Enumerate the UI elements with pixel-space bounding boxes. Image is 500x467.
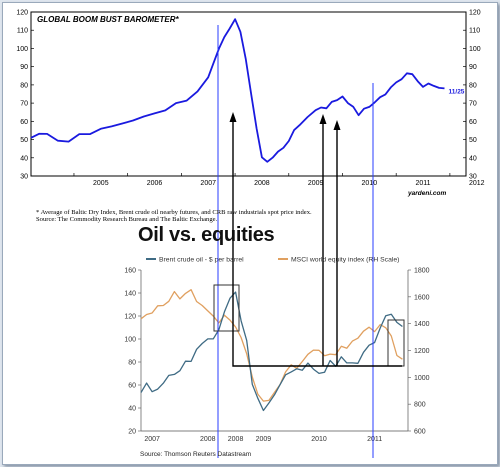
chart-1-ytick-label-right: 30 [469, 174, 477, 181]
chart-1-plot-area [30, 11, 467, 177]
chart-1-xtick-label: 2006 [147, 180, 163, 187]
chart-2-ytick-label: 20 [128, 429, 136, 436]
yardeni-credit: yardeni.com [408, 190, 447, 197]
arrowhead-2008 [229, 112, 237, 122]
chart-1-ytick-label: 50 [20, 137, 28, 144]
chart-2-xtick-label: 2011 [367, 436, 382, 443]
chart-2-y2tick-label: 800 [414, 402, 426, 409]
chart-1-ytick-label: 110 [17, 28, 28, 35]
chart-2-ytick-label: 120 [124, 314, 136, 321]
chart-2-y2tick-label: 1800 [414, 268, 430, 275]
chart-1-xtick-label: 2005 [93, 180, 109, 187]
chart-1-ytick-label-right: 50 [469, 137, 477, 144]
chart-2-brent-line [140, 291, 403, 412]
chart-2-y2tick-label: 1200 [414, 348, 430, 355]
chart-1-ytick-label: 90 [20, 64, 28, 71]
chart-1-annotation: 11/25 [449, 88, 465, 95]
chart-2-ytick-label: 140 [124, 291, 136, 298]
chart-1-ytick-label: 60 [20, 119, 28, 126]
chart-1-ytick-label: 100 [16, 46, 28, 53]
chart-1-xtick-label: 2008 [254, 180, 270, 187]
chart-2-msci-line [140, 289, 403, 402]
footnote-line-1: * Average of Baltic Dry Index, Brent cru… [36, 209, 312, 216]
arrowhead-2010a [319, 114, 327, 124]
chart-1-series-line [30, 18, 445, 163]
arrowhead-2010b [333, 120, 341, 130]
chart-1-ytick-label: 120 [16, 10, 28, 17]
footnote-line-2: Source: The Commodity Research Bureau an… [36, 216, 218, 223]
arrow-2008 [232, 122, 402, 367]
chart-2-xtick-label: 2008 [200, 436, 216, 443]
chart-1-ytick-label-right: 80 [469, 82, 477, 89]
chart-1-ytick-label: 80 [20, 82, 28, 89]
chart-2-ytick-label: 100 [124, 337, 136, 344]
chart-2-ytick-label: 80 [128, 360, 136, 367]
chart-2-xtick-label: 2010 [311, 436, 327, 443]
chart-2-title: Oil vs. equities [138, 224, 275, 246]
chart-2-xtick-label: 2007 [144, 436, 160, 443]
chart-1-ytick-label-right: 120 [469, 10, 481, 17]
legend-label-brent: Brent crude oil - $ per barrel [159, 257, 244, 264]
chart-2-source: Source: Thomson Reuters Datastream [140, 451, 252, 458]
chart-1-ytick-label-right: 60 [469, 119, 477, 126]
chart-2-y2tick-label: 1600 [414, 294, 430, 301]
chart-2-y2tick-label: 1400 [414, 321, 430, 328]
chart-2-ytick-label: 60 [128, 383, 136, 390]
chart-1-ytick-label-right: 110 [469, 28, 480, 35]
chart-1-title: GLOBAL BOOM BUST BAROMETER* [37, 15, 180, 24]
chart-2-y2tick-label: 1000 [414, 375, 430, 382]
chart-1-xtick-label: 2007 [200, 180, 216, 187]
chart-1-ytick-label: 70 [20, 101, 28, 108]
chart-1-ytick-label-right: 100 [469, 46, 481, 53]
chart-1-ytick-label-right: 90 [469, 64, 477, 71]
chart-1-xtick-label: 2011 [416, 180, 431, 187]
highlight-box-2008-peak [213, 284, 240, 332]
chart-2-ytick-label: 40 [128, 406, 136, 413]
chart-2-y2tick-label: 600 [414, 429, 426, 436]
chart-1-ytick-label-right: 70 [469, 101, 477, 108]
chart-2-xtick-label: 2009 [256, 436, 272, 443]
chart-1-ytick-label: 40 [20, 155, 28, 162]
chart-1-xtick-label: 2010 [362, 180, 378, 187]
chart-2-ytick-label: 160 [124, 268, 136, 275]
chart-1-ytick-label: 30 [20, 174, 28, 181]
chart-1-xtick-label: 2009 [308, 180, 324, 187]
chart-1-xtick-label: 2012 [469, 180, 485, 187]
chart-2-xtick-label: 2008 [228, 436, 244, 443]
legend-label-msci: MSCI world equity index (RH Scale) [291, 257, 399, 264]
chart-1-ytick-label-right: 40 [469, 155, 477, 162]
